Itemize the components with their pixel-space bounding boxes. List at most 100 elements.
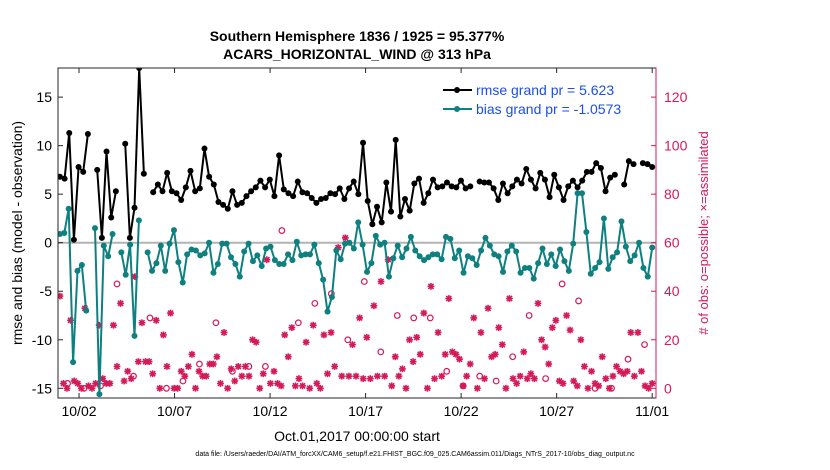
rmse-point xyxy=(252,184,259,191)
rmse-point xyxy=(490,185,497,192)
bias-point xyxy=(149,267,156,274)
obs-marker xyxy=(434,329,442,336)
rmse-point xyxy=(271,193,278,200)
obs-marker xyxy=(156,384,164,392)
obs-marker xyxy=(138,319,146,327)
bias-point xyxy=(552,263,559,269)
obs-marker xyxy=(509,375,517,382)
obs-marker xyxy=(409,358,417,366)
obs-marker xyxy=(388,382,396,390)
rmse-point xyxy=(416,175,423,182)
obs-marker xyxy=(281,331,289,339)
obs-marker xyxy=(152,316,160,324)
chart-subtitle: ACARS_HORIZONTAL_WIND @ 313 hPa xyxy=(223,46,491,62)
rmse-point xyxy=(360,139,367,146)
bias-point xyxy=(223,240,230,247)
rmse-point xyxy=(574,184,581,191)
rmse-point xyxy=(560,197,567,203)
obs-marker xyxy=(67,316,75,324)
legend-swatch-marker xyxy=(454,87,460,93)
rmse-point xyxy=(611,171,618,178)
bias-point xyxy=(289,257,296,264)
rmse-point xyxy=(140,170,147,177)
obs-marker xyxy=(648,380,656,387)
rmse-point xyxy=(434,184,441,191)
rmse-point xyxy=(485,179,492,186)
rmse-line xyxy=(96,150,117,239)
obs-marker xyxy=(481,375,488,382)
obs-marker xyxy=(220,329,228,336)
rmse-point xyxy=(84,131,91,137)
rmse-point xyxy=(537,169,544,176)
bias-point xyxy=(293,238,300,245)
bias-point xyxy=(644,273,651,280)
obs-marker xyxy=(217,380,224,387)
obs-marker xyxy=(195,367,203,375)
bias-point xyxy=(570,240,577,247)
bias-point xyxy=(337,256,344,263)
bias-point xyxy=(127,241,134,248)
obs-marker xyxy=(456,355,463,363)
rmse-point xyxy=(630,161,637,168)
obs-possible-marker xyxy=(426,314,434,322)
obs-marker xyxy=(552,316,560,324)
bias-point xyxy=(346,239,353,246)
bias-point xyxy=(372,232,379,239)
obs-marker xyxy=(602,375,610,382)
obs-possible-marker xyxy=(410,314,418,322)
bias-point xyxy=(359,241,366,248)
obs-marker xyxy=(445,295,453,302)
obs-marker xyxy=(477,329,485,336)
bias-point xyxy=(640,264,647,271)
bias-point xyxy=(333,247,340,254)
obs-marker xyxy=(491,350,499,358)
obs-marker xyxy=(506,295,513,302)
rmse-point xyxy=(94,166,101,173)
obs-marker xyxy=(338,372,346,380)
bias-point xyxy=(403,245,410,252)
rmse-point xyxy=(103,148,110,155)
obs-marker xyxy=(341,234,349,242)
rmse-point xyxy=(299,189,306,196)
y-tick-label-left: 5 xyxy=(44,186,52,202)
bias-point xyxy=(280,261,287,268)
obs-marker xyxy=(548,324,556,332)
x-tick-label: 10/02 xyxy=(61,403,96,419)
obs-possible-marker xyxy=(509,353,517,361)
bias-point xyxy=(70,359,77,366)
rmse-point xyxy=(448,183,455,190)
rmse-point xyxy=(388,208,395,215)
rmse-point xyxy=(136,68,143,71)
rmse-point xyxy=(173,190,180,197)
rmse-point xyxy=(443,179,450,186)
bias-point xyxy=(614,249,621,256)
obs-marker xyxy=(74,380,82,387)
obs-marker xyxy=(149,370,157,378)
bias-point xyxy=(100,242,107,249)
bias-point xyxy=(105,253,112,260)
obs-marker xyxy=(438,372,446,380)
bias-point xyxy=(320,276,327,283)
rmse-point xyxy=(332,191,339,198)
bias-point xyxy=(179,279,186,286)
rmse-point xyxy=(276,152,283,159)
obs-marker xyxy=(634,329,642,336)
bias-point xyxy=(381,239,388,246)
rmse-point xyxy=(159,188,166,195)
rmse-point xyxy=(425,190,432,197)
obs-marker xyxy=(638,367,645,375)
x-axis-label: Oct.01,2017 00:00:00 start xyxy=(274,428,440,444)
rmse-point xyxy=(308,195,315,202)
bias-point xyxy=(232,261,239,268)
bias-point xyxy=(548,251,555,258)
rmse-point xyxy=(593,160,600,167)
bias-point xyxy=(421,257,428,264)
obs-marker xyxy=(352,372,360,380)
y-tick-label-right: 40 xyxy=(664,283,680,299)
rmse-point xyxy=(625,158,632,165)
bias-point xyxy=(434,251,441,258)
bias-point xyxy=(482,234,489,241)
bias-point xyxy=(394,242,401,249)
rmse-point xyxy=(266,176,273,183)
obs-marker xyxy=(402,384,410,392)
